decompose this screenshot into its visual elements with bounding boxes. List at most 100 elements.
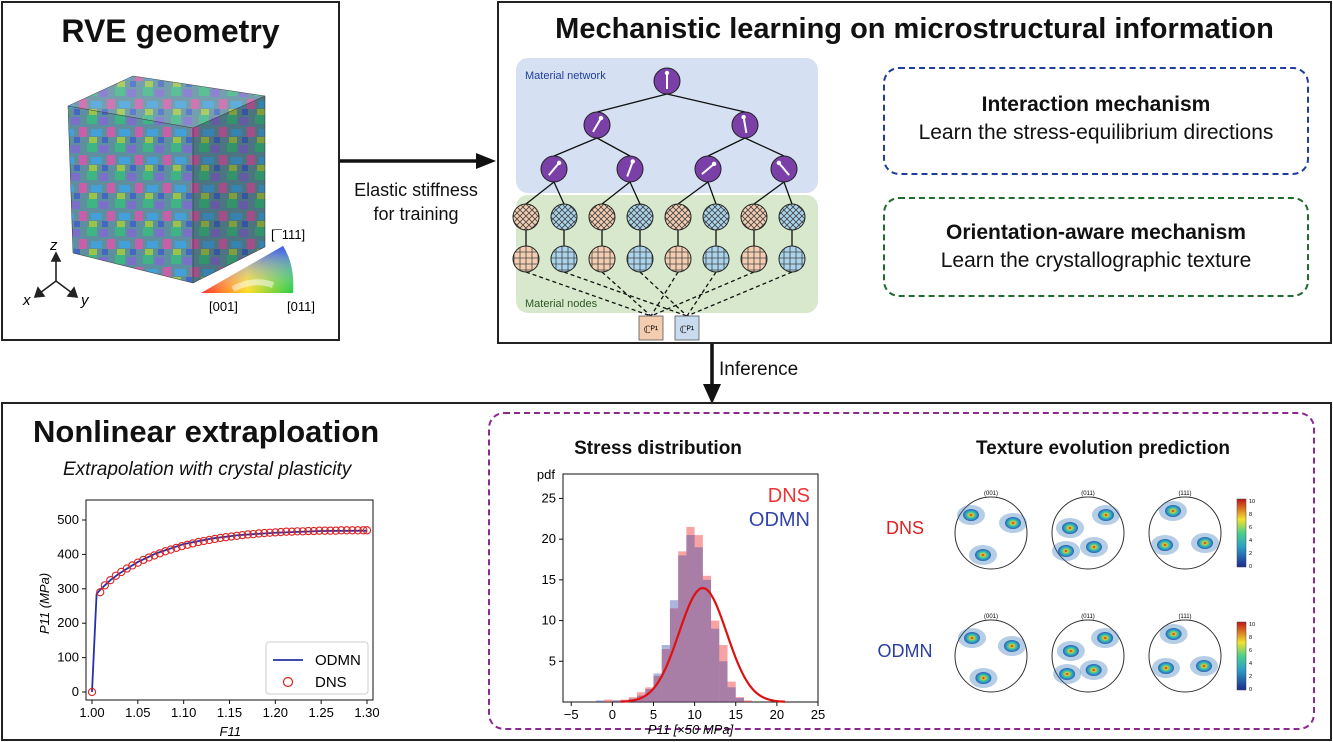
x-tick-label: 20 [770,707,784,722]
mechanistic-title: Mechanistic learning on microstructural … [555,13,1274,45]
x-tick-label: 0 [609,707,616,722]
direction-arrowhead [664,70,670,76]
colorbar-tick: 0 [1249,687,1252,693]
x-tick-label: 1.15 [217,705,242,720]
network-edge [783,181,793,205]
axis-triad [33,251,79,298]
dns-point [96,588,105,597]
odmn-bar [711,628,720,702]
material-node [778,245,806,273]
texture-pole-figures: DNS (001) (011) (111) 10 8 6 4 2 0 ODMN (001) (011) (… [878,491,1256,693]
dns-point [144,553,153,562]
network-edge [553,181,565,205]
axis-x-label: x [22,292,31,309]
material-node [588,245,616,273]
network-edge [525,181,555,205]
dns-point [309,526,318,536]
direction-arrowhead [630,159,635,164]
odmn-bar [686,535,695,702]
colorbar-tick: 10 [1249,499,1255,505]
training-arrow [340,153,496,169]
texture-peak [1158,662,1174,674]
colorbar-tick: 6 [1249,525,1252,531]
network-edge [601,181,631,205]
training-label-line2: for training [373,204,459,224]
texture-peak [1097,632,1114,644]
dns-bar [669,608,679,702]
input-dashed-edge [525,271,652,317]
x-axis-label: F11 [220,724,241,739]
rotated-material-node [626,203,654,231]
direction-arrowhead [598,115,604,121]
dns-point [304,526,313,536]
texture-peak [1098,509,1114,521]
dns-point [199,536,208,546]
pole-label: (001) [984,614,998,620]
direction-arrowhead [741,114,746,120]
material-node [702,245,730,273]
legend-odmn-label: ODMN [749,509,810,531]
colorbar-tick: 4 [1249,661,1252,667]
x-tick-label: 1.20 [263,705,288,720]
y-axis-label: pdf [537,467,555,482]
direction-arrowhead [711,161,717,167]
network-edge [596,93,668,113]
dns-point [320,526,329,535]
dns-bar [604,699,613,702]
dns-point [221,533,230,542]
odmn-bar [719,661,728,702]
dns-point [282,527,291,536]
dns-point [111,571,120,580]
network-edge [553,137,598,157]
orientation-title: Orientation-aware mechanism [946,221,1246,244]
x-tick-label: 15 [729,707,743,722]
dns-bar [612,700,621,702]
x-tick-label: −5 [564,707,579,722]
cube-left-face [67,105,194,284]
texture-peak [1005,517,1021,529]
dns-point [298,527,307,536]
dns-point [342,526,351,535]
dns-bar [645,687,654,702]
colorbar-tick: 8 [1249,512,1252,518]
dns-point [359,526,368,535]
results-box [488,412,1315,730]
legend-box [265,641,369,695]
dns-point [155,549,164,558]
stress-strain-chart: 1.00 1.05 1.10 1.15 1.20 1.25 1.30 0 100 200 300 40… [37,499,380,739]
y-tick-label: 20 [542,531,556,546]
texture-peak [1157,539,1173,551]
odmn-bar [645,688,654,702]
dns-bar [686,526,695,702]
pole-label: (011) [1081,614,1095,620]
interaction-mechanism-box: Interaction mechanism Learn the stress-e… [883,67,1309,175]
dns-point [232,531,241,540]
dns-point [315,526,324,535]
texture-peak [975,549,991,561]
direction-arrowhead [776,160,782,166]
odmn-bar [661,645,670,702]
texture-title: Texture evolution prediction [975,438,1231,459]
rotated-material-node [664,203,692,231]
dns-point [183,540,192,549]
legend-odmn-label: ODMN [315,652,361,669]
x-tick-label: 1.00 [79,705,104,720]
orientation-mechanism-box: Orientation-aware mechanism Learn the cr… [883,197,1309,297]
dns-point [139,555,148,565]
input-box-2 [674,315,700,341]
dns-point [87,687,97,697]
network-edge [596,137,631,157]
legend-dns-label: DNS [315,674,347,691]
rve-title: RVE geometry [61,13,280,49]
fit-curve [620,586,786,703]
input-dashed-edge [650,271,755,317]
odmn-bar [653,673,662,702]
axis-z-label: z [49,237,58,254]
dns-bar [702,575,712,702]
rotated-material-node [512,203,540,231]
input-dashed-edge [563,271,688,317]
texture-peak [1165,628,1182,640]
interaction-desc: Learn the stress-equilibrium directions [918,121,1274,144]
network-edge [629,181,641,205]
texture-peak [1058,545,1074,557]
